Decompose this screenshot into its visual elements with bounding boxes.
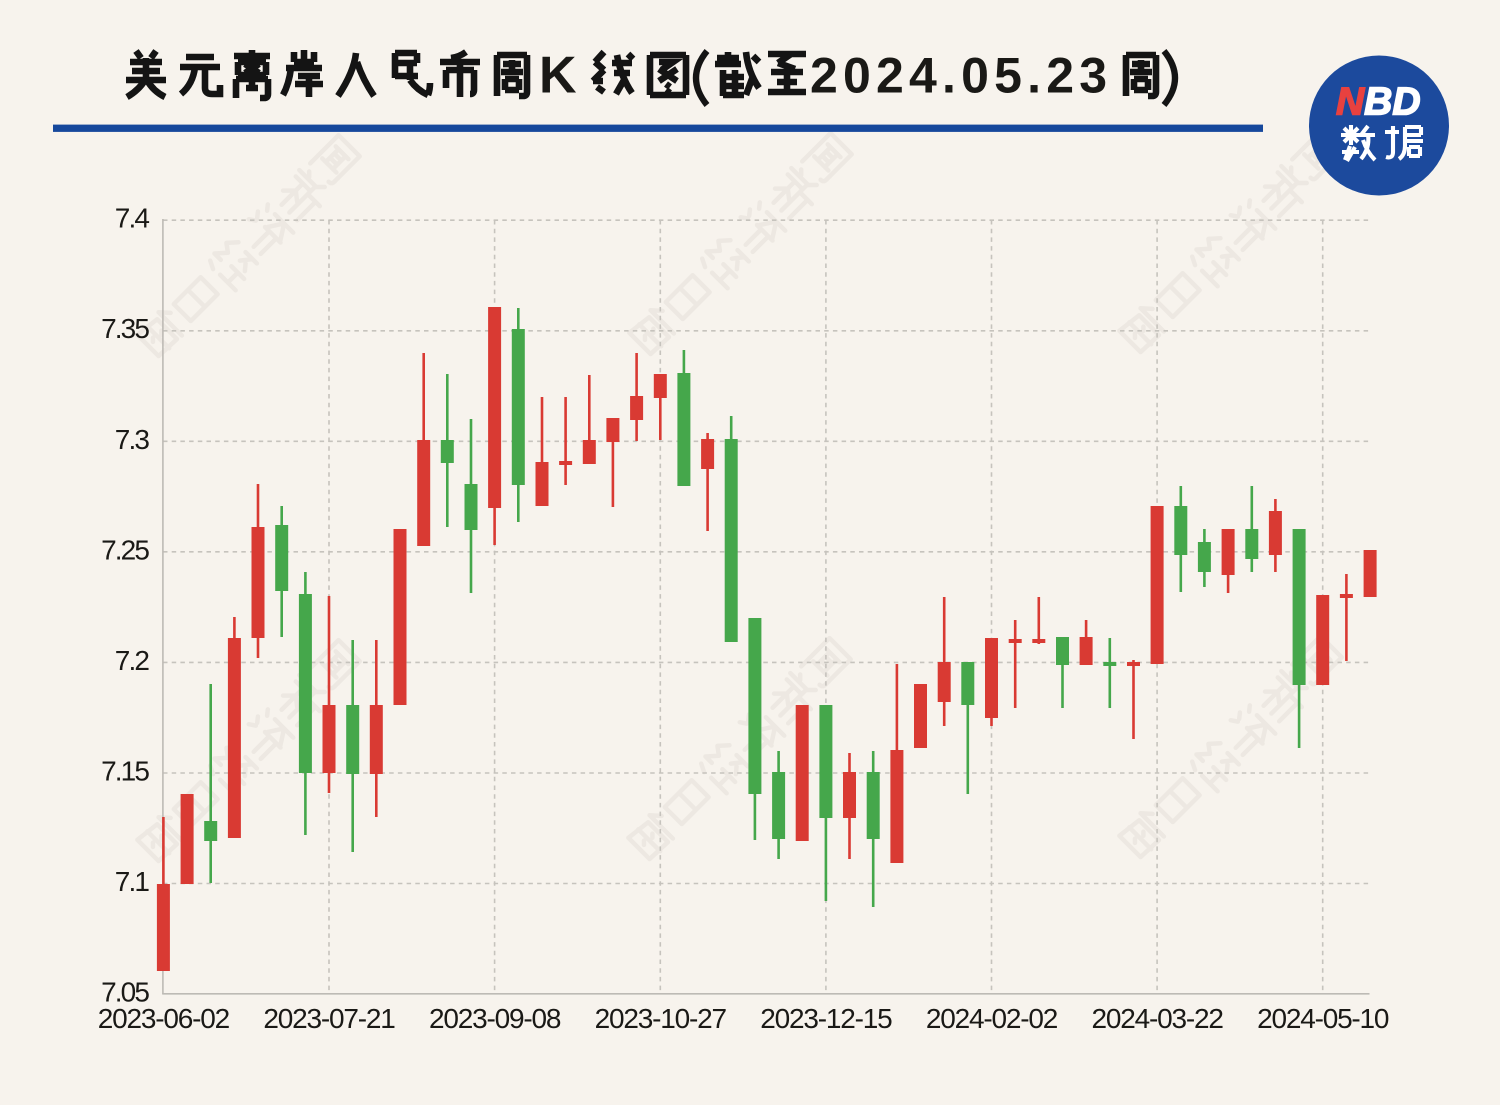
svg-text:NBD: NBD (1336, 81, 1421, 124)
svg-text:7.15: 7.15 (101, 756, 149, 787)
svg-text:2023-09-08: 2023-09-08 (429, 1003, 561, 1034)
svg-text:2024-05-10: 2024-05-10 (1257, 1003, 1389, 1034)
svg-text:2023-07-21: 2023-07-21 (263, 1003, 395, 1034)
svg-text:2024.05.23: 2024.05.23 (810, 48, 1112, 104)
svg-text:2023-12-15: 2023-12-15 (760, 1003, 892, 1034)
svg-text:2023-10-27: 2023-10-27 (595, 1003, 727, 1034)
svg-text:7.1: 7.1 (115, 866, 150, 897)
svg-text:2024-02-02: 2024-02-02 (926, 1003, 1058, 1034)
svg-text:7.4: 7.4 (115, 203, 150, 234)
svg-text:7.35: 7.35 (101, 313, 149, 344)
svg-text:K: K (539, 47, 577, 105)
svg-text:7.2: 7.2 (115, 645, 150, 676)
svg-text:7.25: 7.25 (101, 534, 149, 565)
svg-text:2024-03-22: 2024-03-22 (1091, 1003, 1223, 1034)
svg-text:7.05: 7.05 (101, 977, 149, 1008)
svg-text:7.3: 7.3 (115, 424, 150, 455)
svg-text:2023-06-02: 2023-06-02 (98, 1003, 230, 1034)
